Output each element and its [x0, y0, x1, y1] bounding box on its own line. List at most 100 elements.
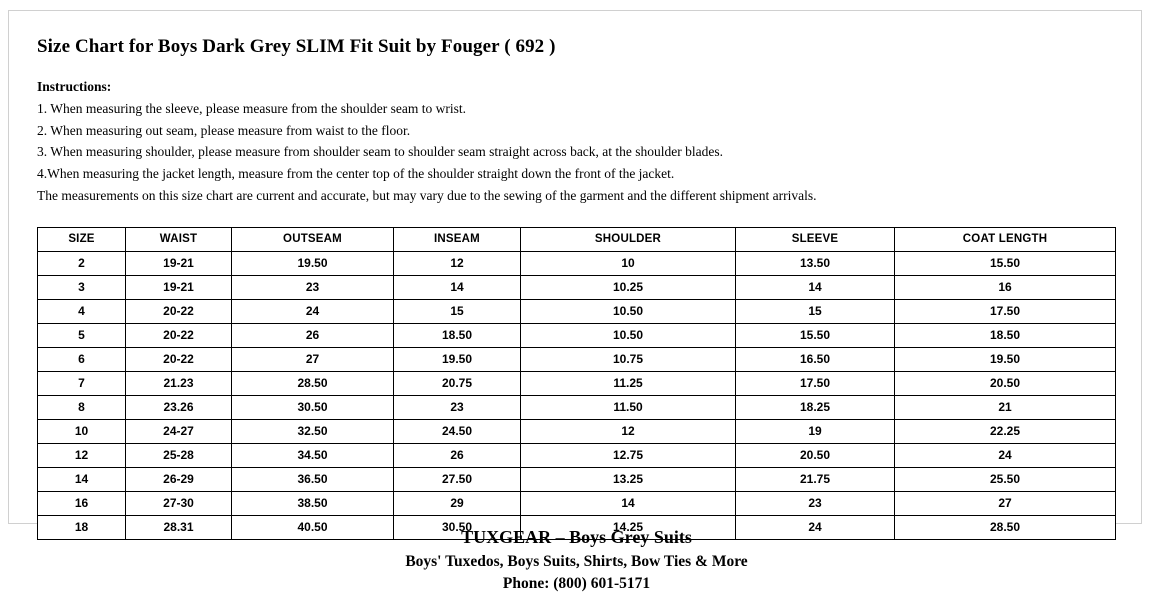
cell-inseam: 29 [393, 491, 521, 517]
cell-waist: 20-22 [125, 347, 232, 373]
cell-waist: 21.23 [125, 371, 232, 397]
cell-waist: 28.31 [125, 515, 232, 541]
cell-waist: 19-21 [125, 275, 232, 301]
table-row: 14 26-29 36.50 27.50 13.25 21.75 25.50 [37, 467, 1116, 493]
footer-store-name: TUXGEAR – Boys Grey Suits [461, 527, 692, 547]
footer-phone: Phone: (800) 601-5171 [502, 575, 651, 593]
column-header-sleeve: SLEEVE [735, 227, 895, 253]
cell-outseam: 32.50 [231, 419, 394, 445]
cell-coat-length: 17.50 [894, 299, 1116, 325]
instructions-block: Instructions: 1. When measuring the slee… [37, 76, 1141, 207]
cell-size: 7 [37, 371, 126, 397]
cell-coat-length: 15.50 [894, 251, 1116, 277]
cell-sleeve: 15.50 [735, 323, 895, 349]
table-row: 18 28.31 40.50 30.50 14.25 24 28.50 [37, 515, 1116, 541]
column-header-shoulder: SHOULDER [520, 227, 736, 253]
cell-outseam: 28.50 [231, 371, 394, 397]
cell-outseam: 27 [231, 347, 394, 373]
table-row: 16 27-30 38.50 29 14 23 27 [37, 491, 1116, 517]
column-header-coat-length: COAT LENGTH [894, 227, 1116, 253]
cell-shoulder: 10.50 [520, 299, 736, 325]
cell-size: 16 [37, 491, 126, 517]
cell-sleeve: 15 [735, 299, 895, 325]
cell-size: 6 [37, 347, 126, 373]
cell-waist: 19-21 [125, 251, 232, 277]
cell-size: 10 [37, 419, 126, 445]
cell-outseam: 26 [231, 323, 394, 349]
instruction-line-1: 1. When measuring the sleeve, please mea… [37, 100, 466, 116]
cell-coat-length: 24 [894, 443, 1116, 469]
document-content: Size Chart for Boys Dark Grey SLIM Fit S… [9, 11, 1141, 541]
cell-size: 4 [37, 299, 126, 325]
cell-sleeve: 23 [735, 491, 895, 517]
table-header-row: SIZE WAIST OUTSEAM INSEAM SHOULDER SLEEV… [37, 227, 1116, 253]
cell-inseam: 27.50 [393, 467, 521, 493]
cell-shoulder: 10 [520, 251, 736, 277]
cell-shoulder: 11.50 [520, 395, 736, 421]
cell-outseam: 38.50 [231, 491, 394, 517]
table-row: 3 19-21 23 14 10.25 14 16 [37, 275, 1116, 301]
cell-sleeve: 20.50 [735, 443, 895, 469]
cell-sleeve: 16.50 [735, 347, 895, 373]
page-footer: TUXGEAR – Boys Grey Suits Boys' Tuxedos,… [0, 524, 1153, 595]
cell-waist: 20-22 [125, 323, 232, 349]
cell-outseam: 30.50 [231, 395, 394, 421]
cell-size: 2 [37, 251, 126, 277]
cell-inseam: 19.50 [393, 347, 521, 373]
cell-sleeve: 21.75 [735, 467, 895, 493]
size-chart-body: 2 19-21 19.50 12 10 13.50 15.50 3 19-21 … [37, 251, 1116, 541]
page-title: Size Chart for Boys Dark Grey SLIM Fit S… [37, 36, 556, 57]
cell-coat-length: 28.50 [894, 515, 1116, 541]
cell-inseam: 14 [393, 275, 521, 301]
cell-inseam: 30.50 [393, 515, 521, 541]
table-row: 12 25-28 34.50 26 12.75 20.50 24 [37, 443, 1116, 469]
cell-waist: 25-28 [125, 443, 232, 469]
cell-size: 3 [37, 275, 126, 301]
cell-shoulder: 11.25 [520, 371, 736, 397]
cell-shoulder: 13.25 [520, 467, 736, 493]
cell-coat-length: 19.50 [894, 347, 1116, 373]
cell-sleeve: 17.50 [735, 371, 895, 397]
cell-coat-length: 16 [894, 275, 1116, 301]
footer-tagline: Boys' Tuxedos, Boys Suits, Shirts, Bow T… [405, 553, 748, 571]
cell-outseam: 24 [231, 299, 394, 325]
cell-sleeve: 19 [735, 419, 895, 445]
instruction-line-4: 4.When measuring the jacket length, meas… [37, 166, 675, 182]
cell-shoulder: 12.75 [520, 443, 736, 469]
table-row: 6 20-22 27 19.50 10.75 16.50 19.50 [37, 347, 1116, 373]
cell-coat-length: 25.50 [894, 467, 1116, 493]
cell-inseam: 23 [393, 395, 521, 421]
instruction-line-2: 2. When measuring out seam, please measu… [37, 122, 411, 138]
document-frame: Size Chart for Boys Dark Grey SLIM Fit S… [8, 10, 1142, 541]
cell-inseam: 15 [393, 299, 521, 325]
size-chart-table: SIZE WAIST OUTSEAM INSEAM SHOULDER SLEEV… [37, 227, 1116, 541]
cell-coat-length: 27 [894, 491, 1116, 517]
cell-size: 5 [37, 323, 126, 349]
table-row: 4 20-22 24 15 10.50 15 17.50 [37, 299, 1116, 325]
cell-waist: 27-30 [125, 491, 232, 517]
cell-waist: 24-27 [125, 419, 232, 445]
cell-sleeve: 14 [735, 275, 895, 301]
cell-outseam: 34.50 [231, 443, 394, 469]
cell-size: 12 [37, 443, 126, 469]
size-chart-table-wrapper: SIZE WAIST OUTSEAM INSEAM SHOULDER SLEEV… [37, 227, 1141, 541]
column-header-outseam: OUTSEAM [231, 227, 394, 253]
column-header-size: SIZE [37, 227, 126, 253]
cell-size: 8 [37, 395, 126, 421]
table-row: 10 24-27 32.50 24.50 12 19 22.25 [37, 419, 1116, 445]
cell-inseam: 26 [393, 443, 521, 469]
cell-shoulder: 14 [520, 491, 736, 517]
instruction-disclaimer: The measurements on this size chart are … [37, 188, 817, 204]
cell-coat-length: 18.50 [894, 323, 1116, 349]
cell-sleeve: 13.50 [735, 251, 895, 277]
column-header-inseam: INSEAM [393, 227, 521, 253]
cell-coat-length: 20.50 [894, 371, 1116, 397]
cell-coat-length: 21 [894, 395, 1116, 421]
cell-size: 14 [37, 467, 126, 493]
cell-inseam: 20.75 [393, 371, 521, 397]
cell-outseam: 23 [231, 275, 394, 301]
cell-sleeve: 18.25 [735, 395, 895, 421]
cell-shoulder: 10.25 [520, 275, 736, 301]
cell-shoulder: 14.25 [520, 515, 736, 541]
column-header-waist: WAIST [125, 227, 232, 253]
